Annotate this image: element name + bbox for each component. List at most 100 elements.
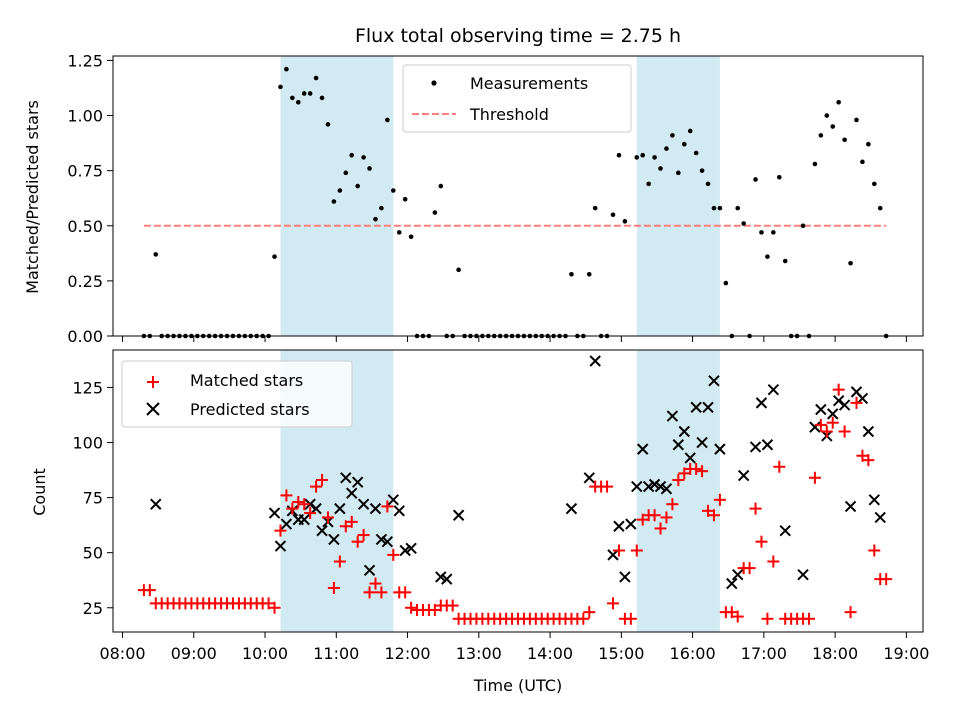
measurement-point [586,271,592,277]
measurement-point [812,161,818,167]
measurement-point [438,183,444,189]
x-tick-label: 16:00 [670,644,716,663]
x-tick-label: 18:00 [812,644,858,663]
predicted-star-point [399,544,411,557]
top-legend: Measurements Threshold [402,64,632,133]
x-tick-label: 19:00 [883,644,929,663]
predicted-star-point [755,397,768,409]
x-tick-label: 10:00 [242,644,288,663]
matched-star-point [351,535,364,548]
predicted-star-point [672,439,685,451]
matched-star-point [577,612,590,625]
measurement-point [432,210,438,215]
measurement-point [877,205,883,211]
measurement-point [872,181,877,187]
measurement-point [776,174,782,180]
matched-star-point [333,555,346,568]
predicted-star-point [435,571,447,583]
matched-star-point [268,601,281,614]
legend-measurements-label: Measurements [470,74,588,93]
predicted-star-point [274,540,287,552]
measurement-point [658,166,663,171]
measurement-point [717,205,723,211]
predicted-star-point [636,443,649,455]
matched-star-point [321,511,334,524]
predicted-star-point [268,507,281,519]
measurement-point [153,252,159,257]
measurement-point [634,155,640,160]
measurement-point [349,152,355,158]
matched-star-point [690,462,703,475]
predicted-star-point [702,401,714,413]
y-tick-label: 75 [83,489,103,508]
predicted-star-point [874,511,886,524]
measurement-point [361,155,366,160]
predicted-star-point [310,502,322,515]
predicted-star-point [838,399,851,411]
measurement-point [687,128,693,134]
measurement-point [616,152,622,158]
predicted-star-point [737,469,750,482]
measurement-point [860,159,865,165]
matched-star-point [292,496,305,509]
predicted-star-point [393,505,405,517]
predicted-star-point [648,478,661,491]
measurement-point [295,99,301,105]
y-tick-label: 25 [83,599,103,618]
predicted-star-point [779,524,791,537]
predicted-star-point [369,502,382,515]
measurement-point [325,122,331,127]
predicted-star-point [654,480,667,493]
measurement-point [848,260,853,266]
matched-star-point [446,599,459,612]
matched-star-point [713,493,726,506]
x-tick-label: 17:00 [741,644,787,663]
observing-band [636,350,720,632]
predicted-star-point [732,569,744,581]
matched-star-point [707,509,720,522]
matched-star-point [316,473,329,486]
measurement-point [337,188,343,193]
predicted-star-point [684,452,696,464]
y-tick-label: 0.50 [67,217,103,236]
x-tick-label: 14:00 [527,644,573,663]
predicted-star-point [340,472,352,484]
matched-star-point [363,586,376,599]
matched-star-point [660,511,673,524]
matched-star-point [808,471,821,484]
measurement-point [278,84,283,90]
matched-star-point [612,544,625,557]
measurement-point [385,117,390,123]
predicted-star-point [613,520,625,532]
matched-star-point [405,601,418,614]
matched-star-point [601,480,614,493]
measurement-point [652,155,657,160]
measurement-point [681,141,687,147]
matched-star-point [672,473,685,486]
measurement-point [818,133,824,138]
matched-star-point [802,612,815,625]
measurement-point [373,216,378,222]
legend-predicted-marker [146,402,160,416]
top-legend-box [402,64,632,133]
measurement-point [771,230,776,235]
bottom-legend: Matched stars Predicted stars [121,360,353,428]
measurement-point [670,133,675,138]
measurement-point [290,95,295,101]
measurement-point [343,170,349,176]
matched-star-point [375,586,388,599]
predicted-star-point [619,571,631,583]
matched-star-point [327,581,340,594]
observing-band [636,56,720,336]
measurement-point [866,141,871,147]
predicted-star-point [832,394,845,407]
predicted-star-point [696,436,708,449]
matched-star-point [399,586,412,599]
matched-star-point [767,555,780,568]
measurement-point [842,137,847,143]
predicted-star-point [678,425,690,438]
matched-star-point [761,612,774,625]
measurement-point [402,197,408,202]
measurement-point [711,205,717,211]
